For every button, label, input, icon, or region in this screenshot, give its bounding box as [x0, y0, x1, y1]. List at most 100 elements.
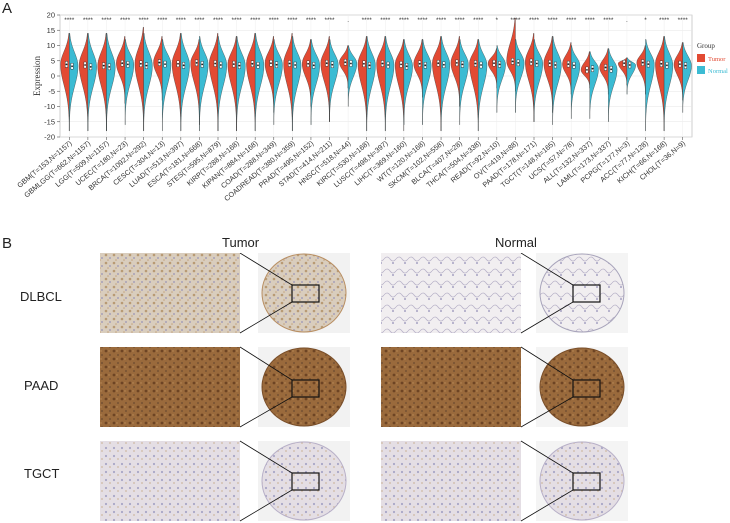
- median-normal: [610, 68, 613, 71]
- ihc-zoom-box-tgct-normal: [572, 472, 601, 491]
- significance-label: ****: [194, 17, 205, 24]
- ihc-core-tgct-tumor: [261, 441, 347, 521]
- ihc-zoom-dlbcl-tumor: [100, 253, 240, 333]
- ihc-connector-line: [520, 346, 574, 381]
- median-normal: [126, 63, 129, 66]
- panel-a-letter: A: [2, 0, 13, 17]
- ihc-core-paad-tumor: [261, 347, 347, 427]
- significance-label: ****: [548, 17, 559, 24]
- ihc-row-paad: [100, 346, 628, 428]
- violin-tumor: [153, 36, 163, 101]
- median-normal: [71, 65, 73, 68]
- median-normal: [684, 64, 687, 67]
- median-tumor: [660, 62, 663, 65]
- significance-label: ****: [139, 17, 150, 24]
- ihc-zoom-tgct-tumor: [100, 441, 240, 521]
- significance-label: ****: [510, 17, 521, 24]
- significance-label: .: [626, 17, 628, 24]
- median-normal: [201, 63, 204, 66]
- violin-normal: [273, 39, 283, 125]
- significance-label: .: [347, 17, 349, 24]
- y-tick-label: 0: [51, 72, 55, 81]
- ihc-connector-line: [239, 301, 293, 334]
- violin-normal: [329, 39, 339, 122]
- significance-label: ****: [101, 17, 112, 24]
- significance-label: ****: [529, 17, 540, 24]
- median-normal: [517, 61, 520, 64]
- median-normal: [628, 64, 631, 66]
- violin-normal: [440, 36, 450, 132]
- ihc-connector-line: [239, 440, 293, 474]
- median-normal: [498, 63, 501, 66]
- violin-tumor: [264, 36, 274, 113]
- significance-label: ****: [362, 17, 373, 24]
- violin-tumor: [525, 33, 535, 122]
- significance-label: ****: [120, 17, 131, 24]
- median-normal: [331, 63, 334, 66]
- ihc-connector-line: [520, 489, 574, 522]
- significance-label: *: [644, 17, 647, 24]
- median-normal: [312, 64, 315, 67]
- median-tumor: [307, 62, 310, 65]
- median-tumor: [65, 63, 68, 66]
- significance-label: ****: [417, 17, 428, 24]
- legend-swatch-normal: [697, 66, 705, 74]
- median-normal: [591, 67, 594, 70]
- violin-tumor: [97, 33, 107, 132]
- median-tumor: [251, 62, 254, 65]
- x-tick-labels: GBM(T=153,N=1157)GBMLGG(T=662,N=1157)LGG…: [15, 137, 687, 203]
- violin-normal: [515, 39, 525, 113]
- median-normal: [182, 64, 185, 67]
- violin-tumor: [357, 36, 367, 132]
- significance-label: ****: [399, 17, 410, 24]
- violin-tumor: [506, 17, 516, 92]
- ihc-connector-line: [239, 253, 293, 286]
- col-header-normal: Normal: [495, 235, 537, 250]
- violin-normal: [106, 33, 116, 132]
- significance-label: *: [496, 17, 499, 24]
- ihc-image-grid: [100, 253, 628, 522]
- median-normal: [145, 64, 148, 67]
- ihc-connector-line: [520, 396, 574, 428]
- median-tumor: [158, 61, 161, 64]
- violin-tumor: [283, 33, 293, 132]
- median-normal: [442, 63, 445, 66]
- median-tumor: [288, 62, 291, 65]
- legend-label-tumor: Tumor: [708, 56, 726, 63]
- ihc-zoom-box-paad-tumor: [291, 379, 320, 398]
- median-normal: [647, 63, 650, 66]
- ihc-zoom-tgct-normal: [381, 441, 521, 521]
- median-normal: [480, 64, 482, 66]
- median-tumor: [530, 61, 533, 63]
- y-tick-label: 20: [47, 11, 55, 20]
- violin-normal: [124, 39, 134, 125]
- significance-label: ****: [659, 17, 670, 24]
- ihc-connector-line: [239, 396, 293, 428]
- row-label-tgct: TGCT: [24, 466, 60, 481]
- violin-normal: [310, 39, 320, 125]
- ihc-zoom-box-paad-normal: [572, 379, 601, 398]
- ihc-core-tgct-normal: [539, 441, 625, 521]
- significance-label: ****: [306, 17, 317, 24]
- median-tumor: [214, 62, 217, 65]
- ihc-core-dlbcl-normal: [539, 253, 625, 333]
- median-tumor: [232, 63, 235, 66]
- violin-normal: [552, 36, 562, 125]
- median-normal: [238, 64, 241, 67]
- median-tumor: [195, 61, 198, 64]
- violin-tumor: [134, 27, 144, 132]
- median-normal: [461, 63, 464, 66]
- median-tumor: [586, 69, 588, 71]
- median-tumor: [270, 62, 272, 65]
- violin-normal: [87, 33, 97, 132]
- violin-normal: [199, 36, 209, 132]
- median-tumor: [344, 61, 347, 64]
- violin-normal: [255, 33, 265, 132]
- significance-label: ****: [157, 17, 168, 24]
- median-tumor: [604, 66, 607, 69]
- violin-tumor: [487, 48, 497, 89]
- violin-tumor: [599, 48, 609, 95]
- row-label-dlbcl: DLBCL: [20, 289, 62, 304]
- ihc-connector-line: [520, 253, 574, 286]
- violin-normal: [403, 39, 413, 125]
